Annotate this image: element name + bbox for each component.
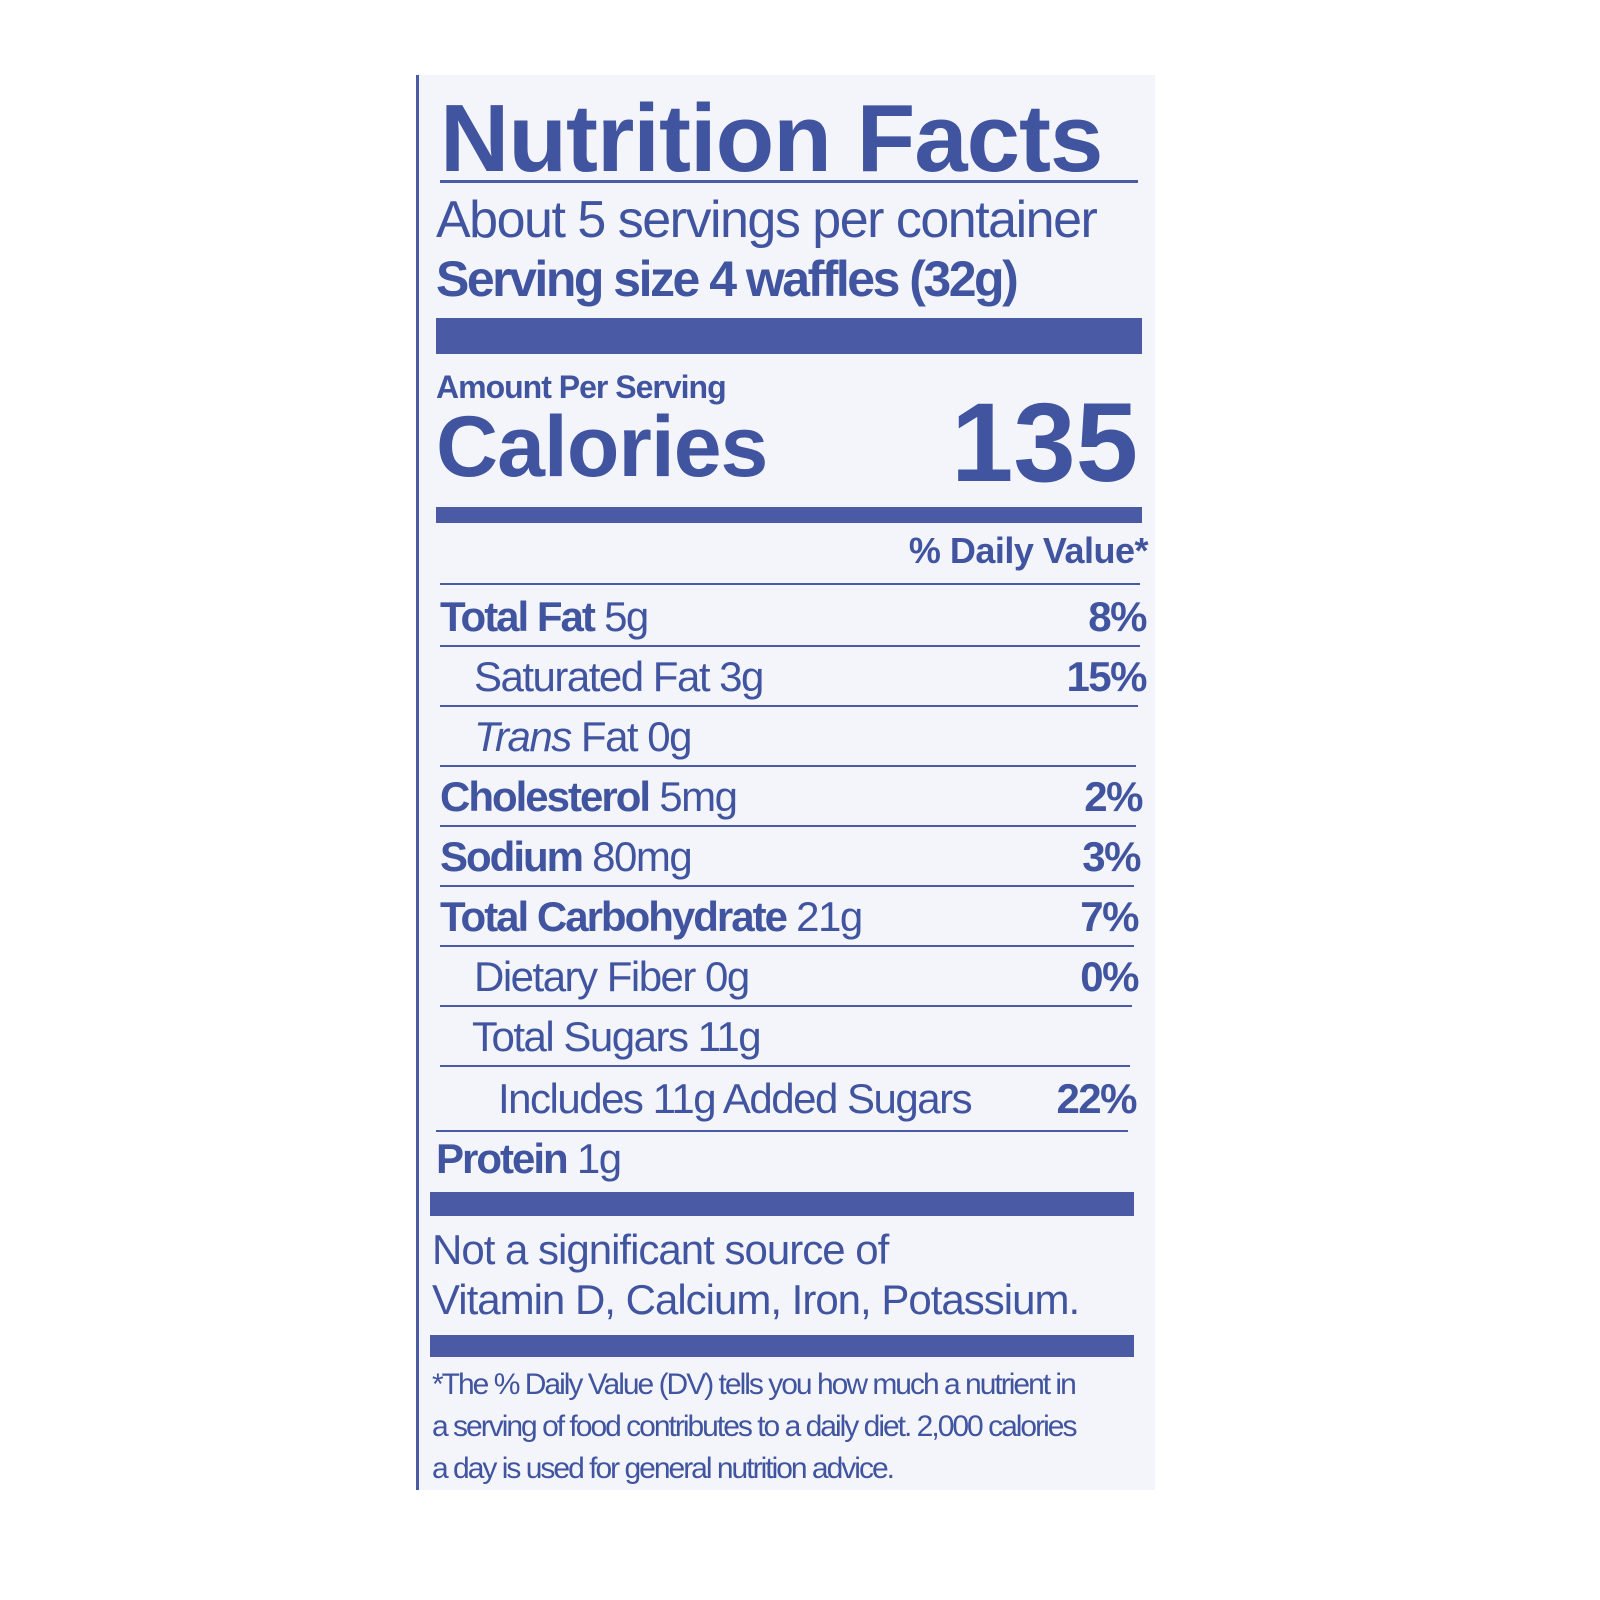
divider: [440, 885, 1134, 887]
divider: [436, 1130, 1128, 1132]
calories-label: Calories: [436, 399, 768, 495]
nutrient-amount: 80mg: [592, 833, 693, 880]
nutrient-name: Total Fat: [440, 593, 596, 640]
divider: [440, 705, 1138, 707]
nutrient-dv: 15%: [1066, 653, 1147, 700]
servings-per-container: About 5 servings per container: [436, 191, 1098, 249]
calories-value: 135: [951, 380, 1138, 505]
nutrient-dv: 22%: [1056, 1075, 1137, 1122]
nutrient-row-total-carbohydrate: Total Carbohydrate 21g 7%: [440, 888, 1146, 946]
nutrient-amount: 1g: [576, 1135, 622, 1182]
medium-divider: [436, 507, 1142, 523]
thick-divider: [430, 1335, 1134, 1357]
nutrient-dv: 0%: [1080, 953, 1139, 1000]
nutrient-row-total-sugars: Total Sugars 11g: [440, 1008, 1146, 1066]
nutrient-amount: 5g: [604, 593, 649, 640]
nutrient-row-added-sugars: Includes 11g Added Sugars 22%: [440, 1070, 1146, 1128]
divider: [440, 1065, 1130, 1067]
nutrient-dv: 2%: [1084, 773, 1143, 820]
divider: [440, 825, 1136, 827]
divider: [440, 645, 1140, 647]
divider: [440, 180, 1138, 183]
nutrient-name: Saturated Fat 3g: [474, 653, 764, 700]
footnote-line3: a day is used for general nutrition advi…: [432, 1452, 895, 1485]
label-title: Nutrition Facts: [440, 85, 1103, 192]
nutrient-name: Sodium: [440, 833, 584, 880]
amount-per-serving: Amount Per Serving: [436, 369, 727, 405]
nutrient-row-protein: Protein 1g: [436, 1130, 1142, 1188]
nutrient-dv: 3%: [1082, 833, 1141, 880]
thick-divider: [430, 1192, 1134, 1216]
nutrient-row-saturated-fat: Saturated Fat 3g 15%: [440, 648, 1147, 706]
footnote-line2: a serving of food contributes to a daily…: [432, 1410, 1077, 1443]
nutrient-name: Fat 0g: [580, 713, 693, 760]
not-significant-line1: Not a significant source of: [432, 1226, 889, 1273]
serving-size: Serving size 4 waffles (32g): [436, 251, 1019, 307]
divider: [440, 583, 1140, 585]
nutrient-row-cholesterol: Cholesterol 5mg 2%: [440, 768, 1146, 826]
thick-divider: [436, 318, 1142, 354]
nutrient-name: Total Sugars 11g: [472, 1013, 762, 1060]
divider: [440, 765, 1136, 767]
nutrient-name-italic: Trans: [474, 713, 572, 760]
divider: [440, 1005, 1132, 1007]
nutrient-name: Total Carbohydrate: [440, 893, 788, 940]
nutrient-name: Protein: [436, 1135, 569, 1182]
nutrient-row-trans-fat: Trans Fat 0g: [440, 708, 1146, 766]
footnote-line1: *The % Daily Value (DV) tells you how mu…: [432, 1368, 1077, 1401]
daily-value-header: % Daily Value*: [908, 530, 1149, 571]
nutrient-dv: 7%: [1080, 893, 1139, 940]
nutrient-row-sodium: Sodium 80mg 3%: [440, 828, 1146, 886]
nutrient-name: Includes 11g Added Sugars: [498, 1075, 973, 1122]
nutrient-name: Cholesterol: [440, 773, 651, 820]
nutrient-amount: 5mg: [659, 773, 738, 820]
divider: [440, 945, 1134, 947]
nutrient-row-total-fat: Total Fat 5g 8%: [440, 588, 1147, 646]
not-significant-line2: Vitamin D, Calcium, Iron, Potassium.: [432, 1276, 1080, 1323]
nutrient-dv: 8%: [1088, 593, 1147, 640]
nutrient-amount: 21g: [796, 893, 863, 940]
nutrient-row-dietary-fiber: Dietary Fiber 0g 0%: [440, 948, 1146, 1006]
nutrient-name: Dietary Fiber 0g: [474, 953, 750, 1000]
nutrition-label-panel: [416, 75, 1155, 1490]
